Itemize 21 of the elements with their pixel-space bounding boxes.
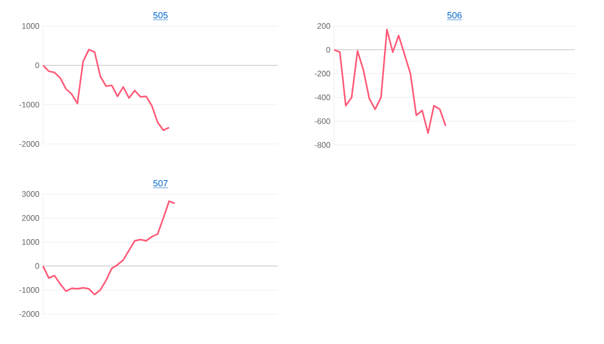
chart-title: 507 bbox=[153, 180, 168, 186]
y-tick-label: -1000 bbox=[19, 287, 40, 293]
y-tick-label: -2000 bbox=[19, 141, 40, 147]
y-tick-label: -1000 bbox=[19, 102, 40, 108]
y-tick-label: -2000 bbox=[19, 311, 40, 317]
chart-title: 506 bbox=[447, 12, 462, 18]
y-tick-label: 1000 bbox=[22, 23, 40, 29]
y-tick-label: 200 bbox=[318, 23, 330, 29]
y-tick-label: -200 bbox=[314, 70, 330, 76]
y-tick-label: -400 bbox=[314, 94, 330, 100]
line-series bbox=[333, 28, 446, 134]
y-tick-label: -600 bbox=[314, 118, 330, 124]
y-tick-label: 0 bbox=[35, 263, 40, 269]
y-tick-label: 0 bbox=[326, 46, 330, 53]
y-tick-label: -800 bbox=[314, 142, 330, 148]
y-tick-label: 1000 bbox=[22, 239, 40, 245]
y-tick-label: 3000 bbox=[22, 191, 40, 197]
y-tick-label: 2000 bbox=[22, 215, 40, 221]
y-tick-label: 0 bbox=[35, 62, 40, 68]
line-series bbox=[42, 48, 170, 132]
chart-title: 505 bbox=[153, 12, 168, 18]
